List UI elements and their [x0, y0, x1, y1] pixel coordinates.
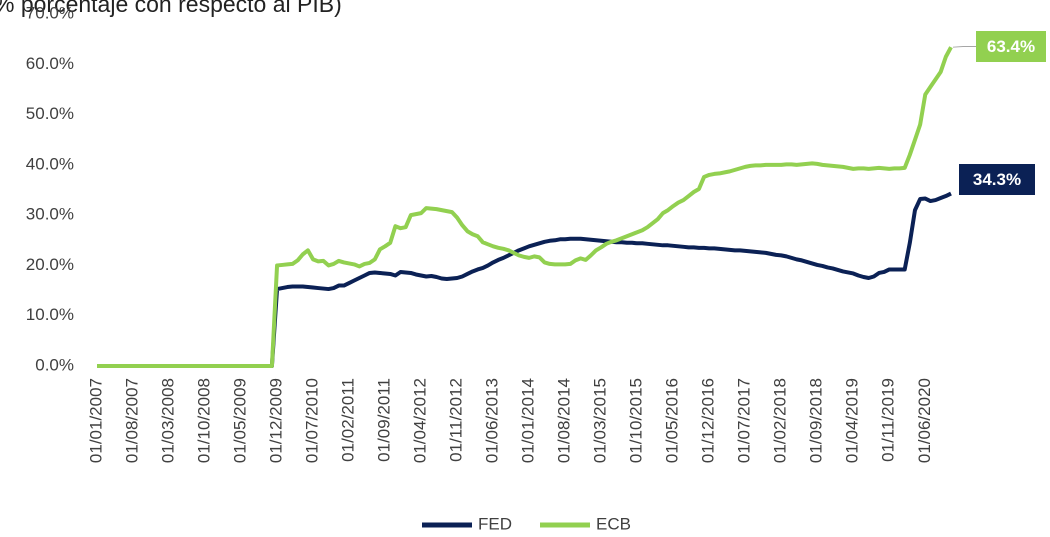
y-tick-label: 20.0% [26, 255, 74, 274]
value-label: 34.3% [973, 170, 1021, 189]
x-tick-label: 01/09/2011 [375, 378, 394, 462]
x-tick-label: 01/08/2014 [555, 378, 574, 463]
x-tick-label: 01/10/2015 [627, 378, 646, 463]
x-tick-label: 01/05/2009 [231, 378, 250, 463]
x-tick-label: 01/01/2014 [519, 378, 538, 463]
chart-title: % porcentaje con respecto al PIB) [0, 0, 342, 17]
x-tick-label: 01/05/2016 [663, 378, 682, 463]
x-tick-label: 01/03/2015 [591, 378, 610, 463]
line-fed [97, 191, 952, 368]
x-tick-label: 01/09/2018 [807, 378, 826, 463]
legend-label: ECB [596, 514, 631, 533]
value-label-box [976, 31, 1046, 62]
x-tick-label: 01/04/2019 [843, 378, 862, 463]
value-label-box [959, 164, 1035, 195]
legend-label: FED [478, 514, 512, 533]
x-tick-label: 01/12/2016 [699, 378, 718, 463]
y-tick-label: 70.0% [26, 3, 74, 22]
x-tick-label: 01/02/2011 [339, 378, 358, 462]
x-tick-label: 01/02/2018 [771, 378, 790, 463]
x-tick-label: 01/06/2020 [915, 378, 934, 463]
x-tick-label: 01/10/2008 [195, 378, 214, 463]
line-ecb [97, 46, 953, 368]
y-tick-label: 50.0% [26, 104, 74, 123]
value-label: 63.4% [987, 37, 1035, 56]
y-tick-label: 10.0% [26, 305, 74, 324]
y-tick-label: 30.0% [26, 205, 74, 224]
x-tick-label: 01/08/2007 [122, 378, 141, 463]
x-tick-label: 01/01/2007 [86, 378, 105, 463]
x-tick-label: 01/03/2008 [159, 378, 178, 463]
x-tick-label: 01/12/2009 [267, 378, 286, 463]
x-tick-label: 01/07/2017 [735, 378, 754, 463]
y-tick-label: 40.0% [26, 154, 74, 173]
x-tick-label: 01/04/2012 [411, 378, 430, 463]
leader-line [952, 46, 976, 48]
y-tick-label: 60.0% [26, 54, 74, 73]
x-tick-label: 01/11/2019 [879, 378, 898, 462]
y-tick-label: 0.0% [35, 355, 74, 374]
x-tick-label: 01/07/2010 [303, 378, 322, 463]
x-tick-label: 01/11/2012 [447, 378, 466, 462]
x-tick-label: 01/06/2013 [483, 378, 502, 463]
